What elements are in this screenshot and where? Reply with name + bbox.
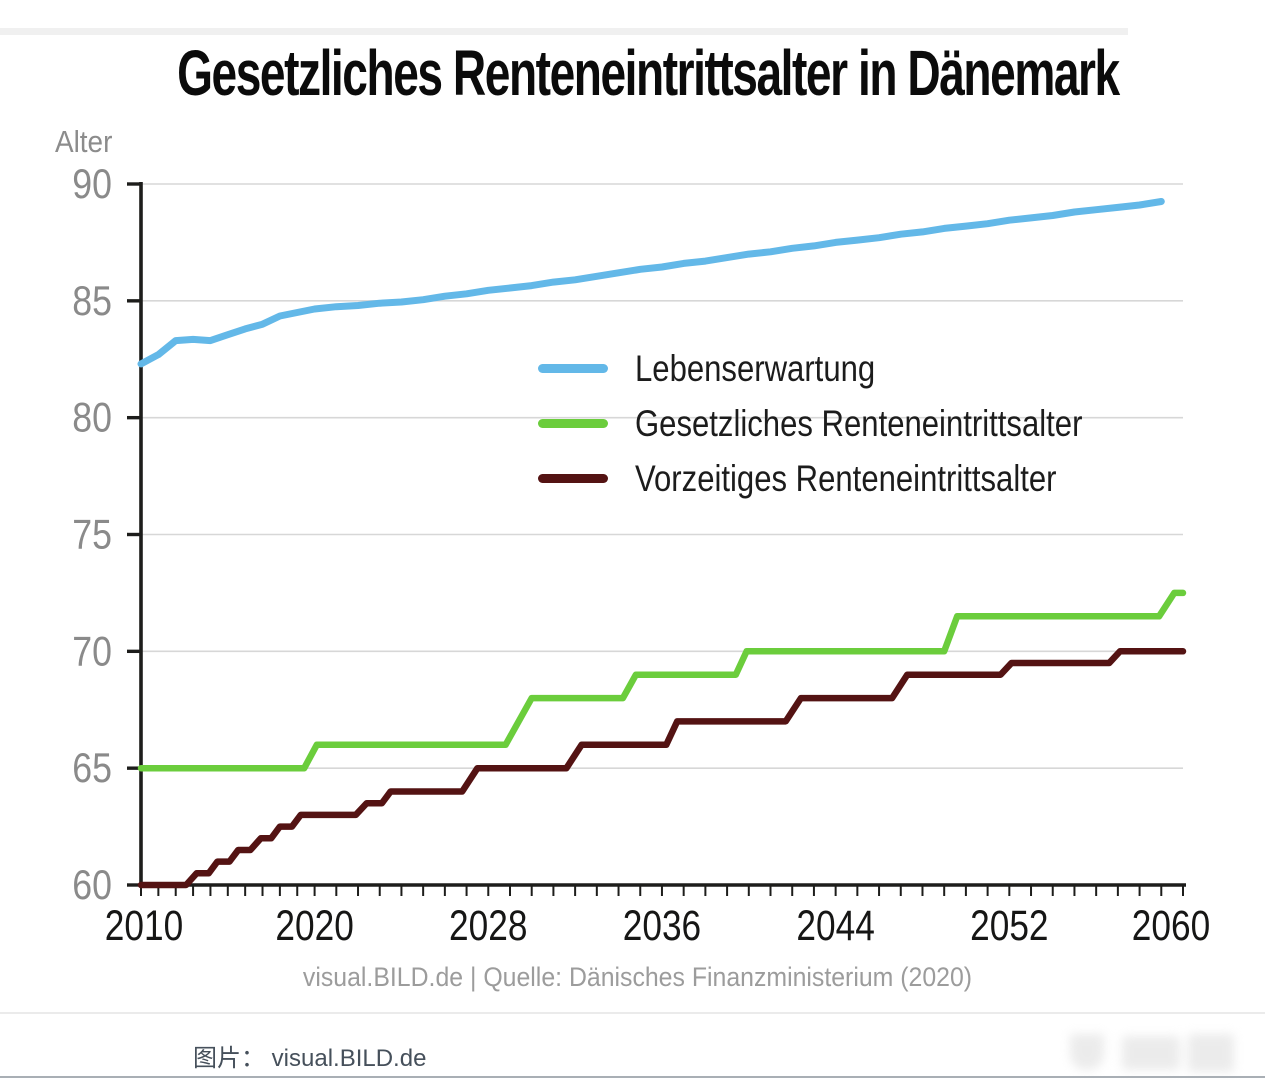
legend-line-swatch-green xyxy=(538,419,608,428)
x-tick-label: 2020 xyxy=(275,902,353,950)
x-axis xyxy=(139,883,1186,896)
x-tick-label: 2060 xyxy=(1132,902,1210,950)
x-tick-label: 2044 xyxy=(796,902,874,950)
series-line-0 xyxy=(137,198,1165,368)
legend-row-lebenserwartung: Lebenserwartung xyxy=(538,341,1168,396)
y-tick-label: 65 xyxy=(72,746,112,792)
series-lines xyxy=(137,198,1187,889)
legend-label-lebenserwartung: Lebenserwartung xyxy=(635,347,876,389)
y-tick-label: 90 xyxy=(72,161,112,207)
legend-row-vorzeitiges: Vorzeitiges Renteneintrittsalter xyxy=(538,451,1168,506)
x-tick-label: 2010 xyxy=(105,902,183,950)
y-axis-title: Alter xyxy=(55,124,113,159)
y-axis xyxy=(127,182,143,887)
gridlines xyxy=(141,183,1183,769)
image-credit-caption: 图片： visual.BILD.de xyxy=(193,1045,427,1072)
series-line-1 xyxy=(137,589,1187,772)
y-tick-label: 80 xyxy=(72,395,112,441)
x-tick-label: 2052 xyxy=(970,902,1048,950)
series-line-2 xyxy=(137,648,1187,889)
legend-label-vorzeitiges: Vorzeitiges Renteneintrittsalter xyxy=(635,457,1057,499)
watermark-shape xyxy=(1188,1034,1234,1072)
source-line: visual.BILD.de | Quelle: Dänisches Finan… xyxy=(302,962,973,992)
page-bottom-border xyxy=(0,1076,1265,1078)
watermark-shape xyxy=(1070,1034,1104,1070)
y-tick-label: 85 xyxy=(72,278,112,324)
watermark xyxy=(1070,1026,1240,1074)
caption-divider xyxy=(0,1012,1265,1014)
legend-row-gesetzliches: Gesetzliches Renteneintrittsalter xyxy=(538,396,1168,451)
y-tick-labels: 90 85 80 75 70 65 60 xyxy=(72,161,112,908)
y-tick-label: 70 xyxy=(72,629,112,675)
chart-title: Gesetzliches Renteneintrittsalter in Dän… xyxy=(177,37,1120,109)
legend: Lebenserwartung Gesetzliches Renteneintr… xyxy=(538,341,1168,506)
x-tick-labels: 2010 2020 2028 2036 2044 2052 2060 xyxy=(105,902,1210,950)
legend-label-gesetzliches: Gesetzliches Renteneintrittsalter xyxy=(635,402,1083,444)
top-edge-stripe xyxy=(0,28,1128,35)
watermark-shape xyxy=(1122,1036,1180,1070)
y-tick-label: 75 xyxy=(72,512,112,558)
y-tick-label: 60 xyxy=(72,862,112,908)
x-tick-label: 2028 xyxy=(449,902,527,950)
x-tick-label: 2036 xyxy=(623,902,701,950)
legend-line-swatch-blue xyxy=(538,364,608,373)
legend-line-swatch-darkred xyxy=(538,474,608,483)
